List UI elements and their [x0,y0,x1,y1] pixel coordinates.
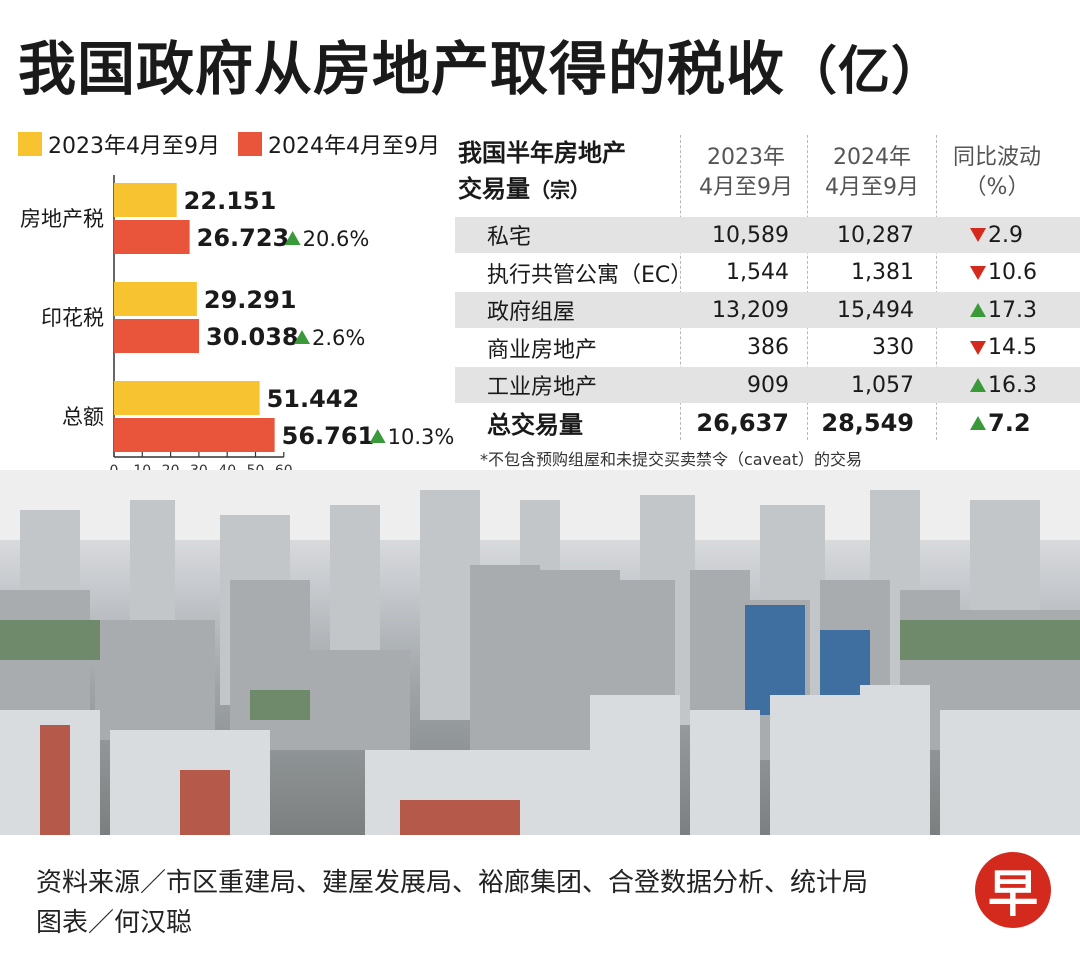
change-value: 14.5 [988,335,1037,360]
bar-2024 [114,418,275,452]
change-cell: 17.3 [970,298,1070,323]
bar-chart: 0102030405060房地产税22.15126.72320.6%印花税29.… [20,175,455,479]
triangle-up-icon [369,429,386,443]
bar-2023 [114,381,260,415]
change-cell: 16.3 [970,373,1070,398]
legend-item-2024: 2024年4月至9月 [238,130,440,159]
change-label: 2.6% [312,326,365,350]
triangle-up-icon [294,330,311,344]
row-label: 商业房地产 [487,337,598,363]
change-value: 7.2 [988,408,1031,437]
col-header-2023: 2023年 4月至9月 [699,145,793,200]
row-label: 私宅 [487,225,532,250]
triangle-up-icon [970,378,986,392]
change-value: 17.3 [988,297,1037,323]
change-value: 10.6 [988,260,1037,285]
triangle-up-icon [970,303,986,317]
legend-swatch-2024 [238,132,262,156]
source-note: 资料来源／市区重建局、建屋发展局、裕廊集团、合登数据分析、统计局 [36,868,869,898]
category-label: 总额 [62,405,104,429]
value-2023: 386 [747,335,789,360]
table-footnote: *不包含预购组屋和未提交买卖禁令（caveat）的交易 [480,450,862,469]
change-cell: 14.5 [970,335,1070,360]
data-label-2024: 56.761 [282,422,375,450]
data-label-2024: 30.038 [206,323,299,351]
table-row: 工业房地产 909 1,057 16.3 [455,367,1080,403]
table-row: 政府组屋 13,209 15,494 17.3 [455,292,1080,328]
legend-label-2024: 2024年4月至9月 [268,134,440,159]
value-2024: 330 [872,335,914,360]
bar-2024 [114,319,200,353]
bar-2023 [114,282,197,316]
change-cell: 7.2 [970,409,1070,437]
value-2023: 26,637 [696,408,789,437]
triangle-up-icon [284,231,301,245]
table-title: 我国半年房地产 交易量（宗） [458,139,626,203]
data-label-2024: 26.723 [197,224,290,252]
triangle-down-icon [970,228,986,242]
value-2023: 13,209 [712,297,789,323]
value-2024: 1,057 [851,372,914,398]
legend-swatch-2023 [18,132,42,156]
table-row: 商业房地产 386 330 14.5 [455,330,1080,366]
value-2024: 10,287 [837,222,914,248]
value-2023: 909 [747,372,789,398]
value-2024: 15,494 [837,297,914,323]
triangle-up-icon [970,415,986,430]
value-2023: 1,544 [726,260,789,285]
table-total-row: 总交易量 26,637 28,549 7.2 [455,405,1080,441]
change-value: 2.9 [988,222,1023,248]
row-label: 政府组屋 [487,300,576,325]
value-2024: 1,381 [851,260,914,285]
skyline-illustration [0,470,1080,835]
row-label: 工业房地产 [487,375,598,400]
column-divider [807,135,808,440]
change-value: 16.3 [988,372,1037,398]
change-label: 10.3% [388,425,455,449]
city-skyline-photo [0,470,1080,835]
change-label: 20.6% [303,227,370,251]
credit-note: 图表／何汉聪 [36,908,193,938]
triangle-down-icon [970,340,986,355]
data-label-2023: 29.291 [204,286,297,314]
data-label-2023: 51.442 [267,385,360,413]
triangle-down-icon [970,265,986,280]
data-label-2023: 22.151 [184,187,277,215]
column-divider [680,135,681,440]
category-label: 印花税 [41,306,104,330]
value-2023: 10,589 [712,222,789,248]
change-cell: 2.9 [970,223,1070,248]
chart-title: 我国政府从房地产取得的税收（亿） [18,35,945,103]
bar-2024 [114,220,190,254]
col-header-change: 同比波动 （%） [952,145,1041,200]
row-label: 执行共管公寓（EC） [487,262,693,288]
category-label: 房地产税 [20,207,104,231]
value-2024: 28,549 [821,408,914,437]
table-row: 私宅 10,589 10,287 2.9 [455,217,1080,253]
change-cell: 10.6 [970,260,1070,285]
legend-label-2023: 2023年4月至9月 [48,134,220,159]
table-row: 执行共管公寓（EC） 1,544 1,381 10.6 [455,255,1080,291]
publisher-logo: 早 [975,852,1051,928]
col-header-2024: 2024年 4月至9月 [825,145,919,200]
bar-2023 [114,183,177,217]
legend-item-2023: 2023年4月至9月 [18,130,220,159]
row-label: 总交易量 [487,411,583,439]
column-divider [936,135,937,440]
